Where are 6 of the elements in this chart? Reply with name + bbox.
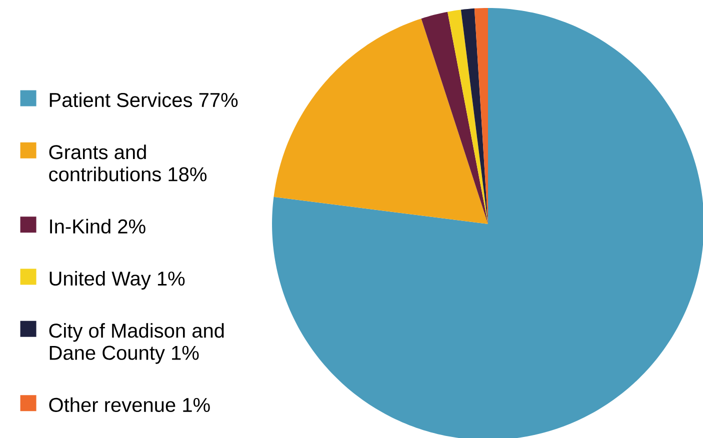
legend-label: City of Madison and Dane County 1% — [49, 323, 224, 364]
legend-label: Patient Services 77% — [50, 92, 238, 108]
legend-label: Other revenue 1% — [49, 397, 210, 412]
legend-label: United Way 1% — [50, 270, 185, 290]
legend-label: Grants and contributions 18% — [49, 144, 206, 182]
legend-label: In-Kind 2% — [50, 218, 146, 234]
